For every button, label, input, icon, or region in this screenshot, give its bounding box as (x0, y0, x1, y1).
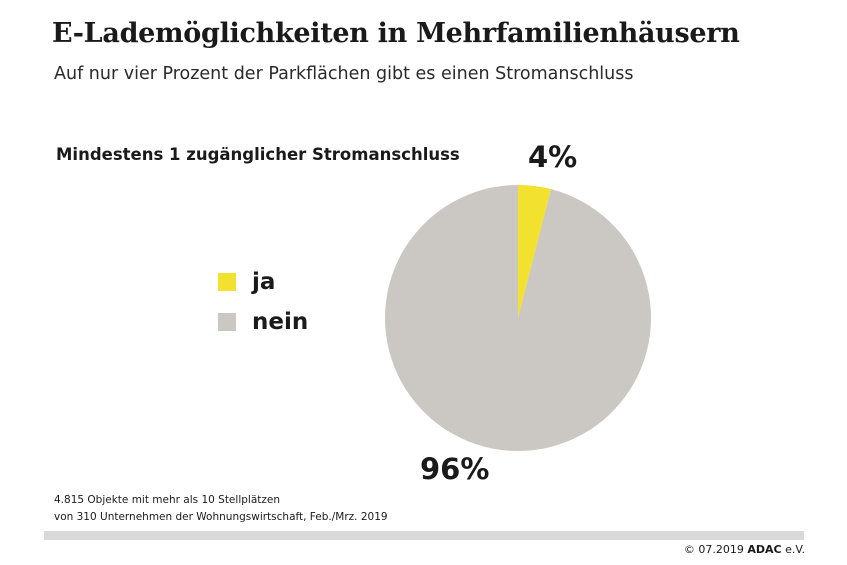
copyright: © 07.2019 ADAC e.V. (684, 543, 805, 556)
footnote: 4.815 Objekte mit mehr als 10 Stellplätz… (54, 492, 388, 526)
brand-suffix: e.V. (785, 543, 805, 556)
legend-item-nein: nein (218, 302, 308, 342)
legend-label-ja: ja (252, 269, 276, 295)
copyright-date: © 07.2019 (683, 543, 744, 556)
footer-divider (44, 531, 804, 540)
brand-logo: ADAC (747, 543, 782, 556)
page-title: E-Lademöglichkeiten in Mehrfamilienhäuse… (52, 18, 740, 49)
footnote-line-1: 4.815 Objekte mit mehr als 10 Stellplätz… (54, 494, 280, 506)
legend-swatch-nein (218, 313, 236, 331)
data-label-nein: 96% (420, 452, 490, 486)
legend-item-ja: ja (218, 262, 308, 302)
pie-slice-ja (518, 185, 552, 318)
legend: ja nein (218, 262, 308, 342)
page-subtitle: Auf nur vier Prozent der Parkflächen gib… (54, 64, 634, 84)
legend-swatch-ja (218, 273, 236, 291)
chart-title: Mindestens 1 zugänglicher Stromanschluss (56, 145, 460, 164)
data-label-ja: 4% (528, 140, 578, 174)
pie-slice-nein (385, 185, 652, 452)
legend-label-nein: nein (252, 309, 309, 335)
footnote-line-2: von 310 Unternehmen der Wohnungswirtscha… (54, 511, 388, 523)
